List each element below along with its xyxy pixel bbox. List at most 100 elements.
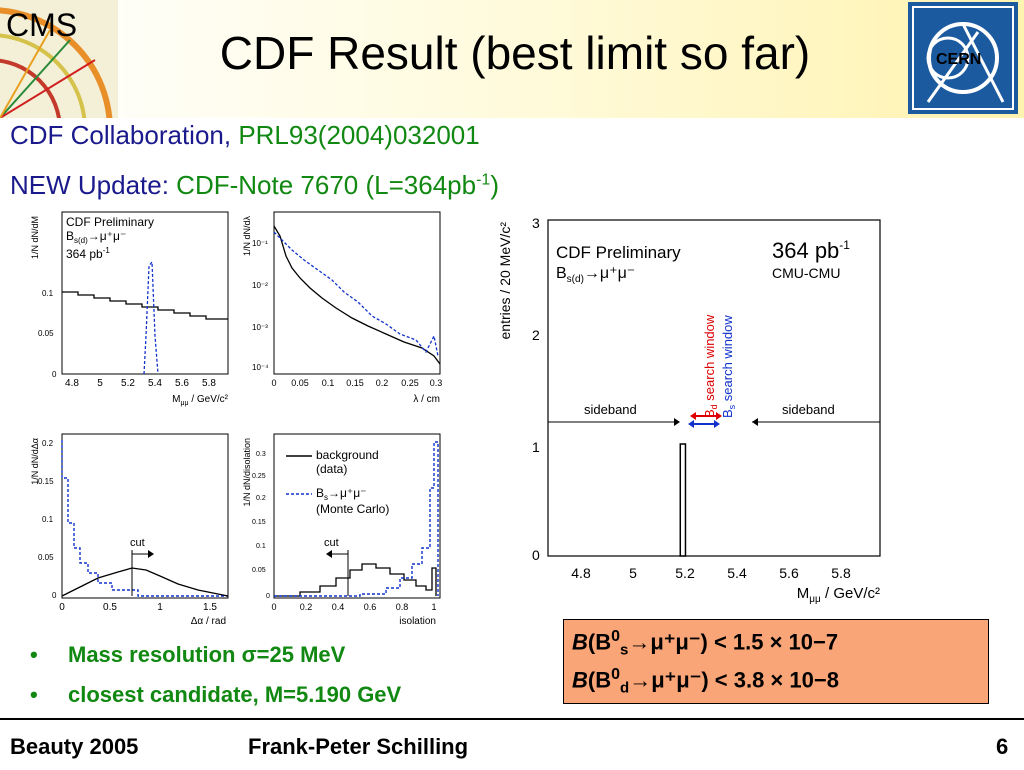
svg-text:background: background (316, 448, 379, 462)
svg-text:Bs→μ⁺μ⁻: Bs→μ⁺μ⁻ (316, 486, 367, 502)
svg-text:Mμμ / GeV/c²: Mμμ / GeV/c² (797, 585, 880, 605)
footer-author: Frank-Peter Schilling (248, 734, 469, 759)
svg-text:0: 0 (271, 602, 276, 612)
svg-text:1: 1 (157, 602, 163, 613)
mass-distribution-plot: CDF Preliminary Bs(d)→μ⁺μ⁻ 364 pb-1 0.1 … (30, 211, 229, 407)
svg-text:0: 0 (52, 591, 57, 600)
svg-text:CERN: CERN (936, 51, 981, 68)
cms-logo: CMS (0, 0, 118, 118)
svg-text:0.05: 0.05 (38, 329, 54, 338)
svg-text:Bs(d)→μ⁺μ⁻: Bs(d)→μ⁺μ⁻ (556, 265, 635, 285)
bd-limit: B(B0d→μ⁺μ⁻) < 3.8 × 10−8 (572, 666, 839, 697)
svg-text:Bd search window: Bd search window (702, 314, 719, 418)
svg-text:1/N dN/disolation: 1/N dN/disolation (242, 438, 252, 507)
svg-text:5.2: 5.2 (675, 565, 695, 581)
svg-text:0.8: 0.8 (396, 602, 409, 612)
svg-text:sideband: sideband (584, 402, 637, 417)
svg-text:cut: cut (130, 537, 145, 549)
svg-text:0: 0 (271, 378, 276, 388)
svg-text:1/N dN/dλ: 1/N dN/dλ (242, 216, 252, 257)
svg-text:0: 0 (532, 547, 540, 563)
svg-text:0.1: 0.1 (42, 289, 54, 298)
svg-text:1: 1 (431, 602, 436, 612)
svg-text:1/N dN/dM: 1/N dN/dM (30, 216, 40, 259)
svg-text:cut: cut (324, 537, 339, 549)
svg-text:0.2: 0.2 (42, 439, 54, 448)
svg-text:1: 1 (532, 439, 540, 455)
svg-text:0.15: 0.15 (346, 378, 364, 388)
svg-text:3: 3 (532, 215, 540, 231)
svg-text:10⁻³: 10⁻³ (252, 323, 268, 332)
svg-text:isolation: isolation (399, 616, 436, 627)
svg-text:5.6: 5.6 (779, 565, 799, 581)
cern-logo: CERN (908, 2, 1018, 114)
branching-ratio-limits: B(B0s→μ⁺μ⁻) < 1.5 × 10−7 B(B0d→μ⁺μ⁻) < 3… (563, 619, 989, 704)
svg-text:0.2: 0.2 (256, 495, 266, 502)
svg-text:0.2: 0.2 (376, 378, 389, 388)
svg-text:4.8: 4.8 (571, 565, 591, 581)
svg-text:0.1: 0.1 (256, 543, 266, 550)
svg-text:10⁻²: 10⁻² (252, 281, 268, 290)
svg-text:(Monte Carlo): (Monte Carlo) (316, 502, 389, 516)
svg-text:10⁻⁴: 10⁻⁴ (252, 363, 269, 372)
svg-text:5.2: 5.2 (121, 378, 135, 389)
svg-text:0.3: 0.3 (430, 378, 443, 388)
svg-text:0.4: 0.4 (332, 602, 345, 612)
svg-text:0: 0 (59, 602, 65, 613)
svg-text:Δα / rad: Δα / rad (191, 616, 226, 627)
svg-text:0.6: 0.6 (364, 602, 377, 612)
svg-text:1/N dN/dΔα: 1/N dN/dΔα (30, 438, 40, 485)
page-title: CDF Result (best limit so far) (219, 27, 811, 79)
svg-text:364 pb-1: 364 pb-1 (66, 246, 110, 261)
svg-text:CMS: CMS (6, 7, 77, 43)
bs-limit: B(B0s→μ⁺μ⁻) < 1.5 × 10−7 (572, 628, 839, 659)
svg-text:1.5: 1.5 (203, 602, 217, 613)
footer-page-number: 6 (996, 734, 1009, 759)
delta-alpha-plot: cut 0.2 0.15 0.1 0.05 0 0 0.5 1 1.5 Δα /… (30, 433, 229, 627)
svg-text:0.05: 0.05 (291, 378, 309, 388)
svg-text:0.05: 0.05 (252, 567, 266, 574)
collaboration-line: CDF Collaboration, PRL93(2004)032001 (10, 120, 480, 150)
svg-text:5.8: 5.8 (202, 378, 216, 389)
decay-length-plot: 10⁻¹ 10⁻² 10⁻³ 10⁻⁴ 0 0.05 0.1 0.15 0.2 … (242, 211, 443, 405)
svg-text:λ / cm: λ / cm (413, 394, 440, 405)
svg-text:0.15: 0.15 (252, 519, 266, 526)
svg-text:Bs search window: Bs search window (720, 315, 737, 418)
slide-header: CMS CDF Result (best limit so far) CERN (0, 0, 1024, 118)
svg-text:0: 0 (52, 370, 57, 379)
invariant-mass-chart: CDF Preliminary Bs(d)→μ⁺μ⁻ 364 pb-1 CMU-… (497, 215, 881, 605)
svg-text:0.25: 0.25 (252, 473, 266, 480)
update-line: NEW Update: CDF-Note 7670 (L=364pb-1) (10, 170, 499, 200)
svg-text:0.05: 0.05 (38, 553, 54, 562)
svg-text:4.8: 4.8 (65, 378, 79, 389)
svg-text:entries / 20 MeV/c²: entries / 20 MeV/c² (497, 222, 513, 340)
svg-text:(data): (data) (316, 462, 347, 476)
svg-text:5: 5 (629, 565, 637, 581)
svg-text:364 pb-1: 364 pb-1 (772, 238, 850, 263)
svg-text:CDF Preliminary: CDF Preliminary (66, 215, 154, 229)
svg-text:5.8: 5.8 (831, 565, 851, 581)
svg-text:Mμμ / GeV/c²: Mμμ / GeV/c² (172, 394, 229, 407)
svg-text:0.5: 0.5 (103, 602, 117, 613)
svg-text:sideband: sideband (782, 402, 835, 417)
isolation-plot: cut background (data) Bs→μ⁺μ⁻ (Monte Car… (242, 433, 441, 627)
svg-text:0: 0 (266, 593, 270, 600)
svg-text:2: 2 (532, 327, 540, 343)
svg-text:CDF Preliminary: CDF Preliminary (556, 243, 681, 262)
svg-text:0.2: 0.2 (300, 602, 313, 612)
footer-conference: Beauty 2005 (10, 734, 139, 759)
candidate-bar (679, 443, 687, 557)
slide-footer: Beauty 2005 Frank-Peter Schilling 6 (0, 718, 1024, 770)
svg-text:Bs(d)→μ⁺μ⁻: Bs(d)→μ⁺μ⁻ (66, 229, 126, 245)
svg-text:0.1: 0.1 (42, 515, 54, 524)
svg-text:5: 5 (97, 378, 103, 389)
svg-text:0.1: 0.1 (322, 378, 335, 388)
svg-text:5.6: 5.6 (175, 378, 189, 389)
svg-text:5.4: 5.4 (148, 378, 162, 389)
svg-text:0.3: 0.3 (256, 451, 266, 458)
svg-text:5.4: 5.4 (727, 565, 747, 581)
svg-text:10⁻¹: 10⁻¹ (252, 239, 268, 248)
svg-text:CMU-CMU: CMU-CMU (772, 265, 840, 281)
svg-text:0.25: 0.25 (401, 378, 419, 388)
svg-text:0.15: 0.15 (38, 477, 54, 486)
